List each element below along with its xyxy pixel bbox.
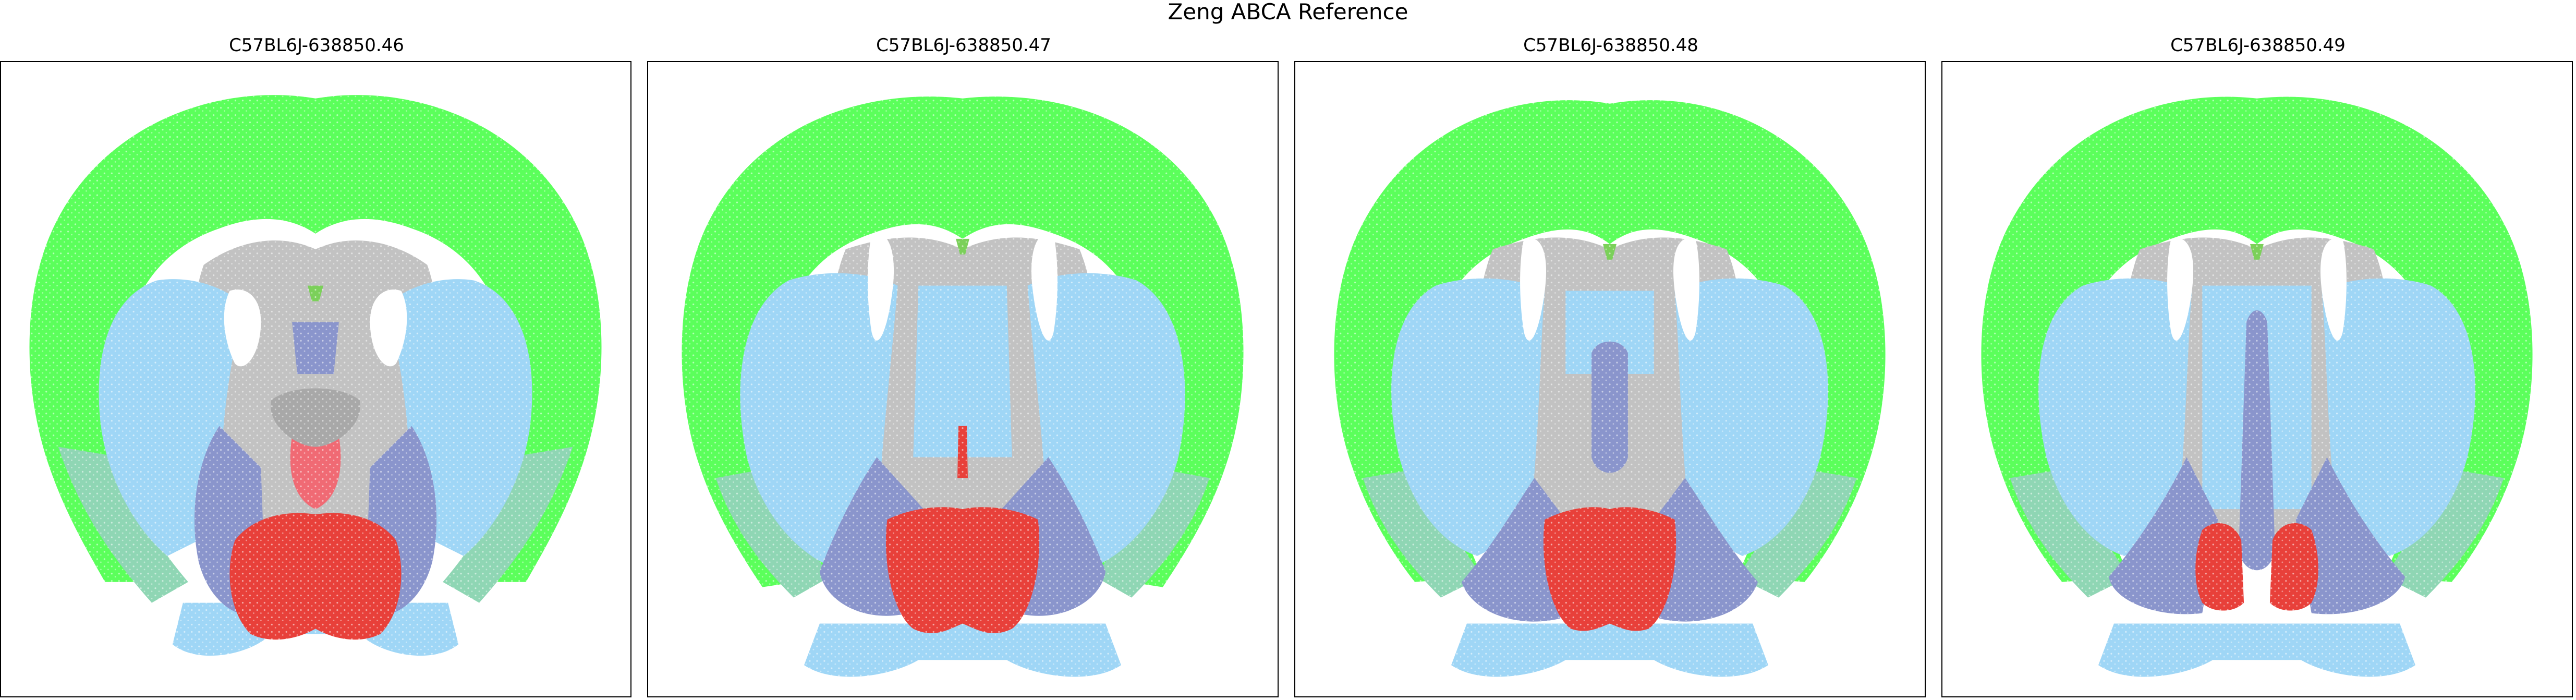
panel-title-1: C57BL6J-638850.46 [229, 35, 404, 56]
panel-title-2: C57BL6J-638850.47 [876, 35, 1051, 56]
brain-section-panel-3 [1294, 61, 1926, 697]
brain-section-panel-4 [1941, 61, 2573, 697]
figure-title: Zeng ABCA Reference [1168, 0, 1408, 25]
panel-title-3: C57BL6J-638850.48 [1523, 35, 1698, 56]
brain-section-image-4 [1942, 62, 2572, 696]
brain-section-image-2 [648, 62, 1278, 696]
brain-section-image-1 [1, 62, 630, 696]
panel-title-4: C57BL6J-638850.49 [2170, 35, 2346, 56]
brain-section-image-3 [1295, 62, 1925, 696]
brain-section-panel-1 [0, 61, 631, 697]
brain-section-panel-2 [647, 61, 1279, 697]
